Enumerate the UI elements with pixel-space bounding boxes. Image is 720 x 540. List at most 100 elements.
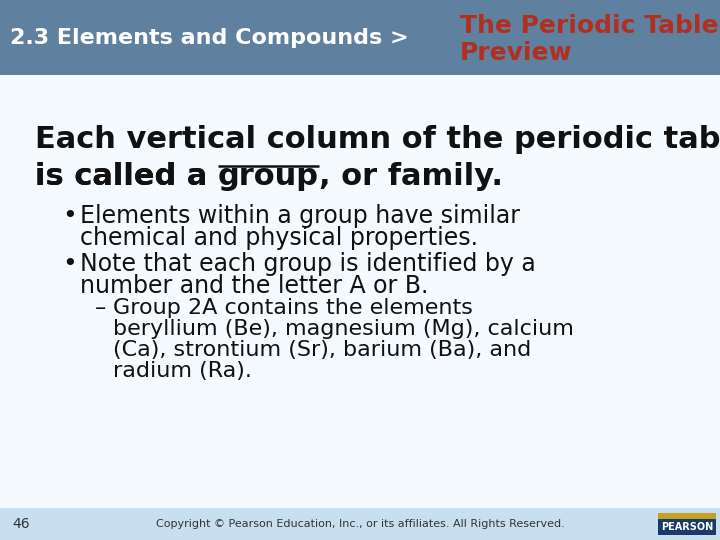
Bar [62,273,90,297]
Bar [0,408,28,432]
Bar [496,381,524,405]
Bar [217,273,245,297]
Bar [0,165,28,189]
Bar [279,84,307,108]
Bar [155,30,183,54]
Bar [403,3,431,27]
Bar [310,138,338,162]
Bar [372,273,400,297]
Bar [310,111,338,135]
Bar [403,84,431,108]
Bar [651,219,679,243]
Bar [248,30,276,54]
Bar [186,354,214,378]
Bar [372,165,400,189]
Text: radium (Ra).: radium (Ra). [113,361,252,381]
Bar [651,327,679,351]
Bar [341,3,369,27]
Bar [372,30,400,54]
Bar [496,84,524,108]
Bar [465,165,493,189]
Text: Note that each group is identified by a: Note that each group is identified by a [80,252,536,276]
Bar [155,3,183,27]
Bar [155,300,183,324]
Bar [682,273,710,297]
Bar [341,138,369,162]
Bar [0,327,28,351]
Bar [527,354,555,378]
Bar [31,246,59,270]
Bar [217,30,245,54]
Bar [558,3,586,27]
Bar [372,381,400,405]
Bar [682,111,710,135]
Bar [496,3,524,27]
Bar [527,3,555,27]
Bar [279,138,307,162]
Bar [713,165,720,189]
Bar [310,192,338,216]
Bar [558,273,586,297]
Bar [465,57,493,81]
Bar [62,57,90,81]
Bar [279,165,307,189]
Bar [217,381,245,405]
Text: PEARSON: PEARSON [661,522,713,532]
Bar [124,30,152,54]
Bar [558,408,586,432]
Bar [589,327,617,351]
Bar [31,84,59,108]
Bar [682,138,710,162]
Bar [217,3,245,27]
Bar [682,219,710,243]
Text: Preview: Preview [460,40,572,64]
Bar [62,219,90,243]
Bar [0,192,28,216]
Bar [620,300,648,324]
Bar [713,273,720,297]
Bar [0,57,28,81]
Bar [527,57,555,81]
Bar [589,219,617,243]
Bar [93,354,121,378]
Bar [620,57,648,81]
Bar [713,408,720,432]
Bar [682,327,710,351]
Bar [217,408,245,432]
Bar [434,192,462,216]
Bar [403,57,431,81]
Bar [620,381,648,405]
Bar [658,513,716,535]
Bar [62,192,90,216]
Bar [217,219,245,243]
Bar [279,57,307,81]
Bar [31,408,59,432]
Bar [434,273,462,297]
Bar [341,246,369,270]
Bar [279,327,307,351]
Bar [682,300,710,324]
Bar [0,84,28,108]
Bar [0,75,720,508]
Bar [465,327,493,351]
Bar [434,354,462,378]
Bar [403,354,431,378]
Bar [713,219,720,243]
Bar [496,192,524,216]
Bar [124,219,152,243]
Bar [372,219,400,243]
Text: (Ca), strontium (Sr), barium (Ba), and: (Ca), strontium (Sr), barium (Ba), and [113,340,531,360]
Bar [558,300,586,324]
Bar [434,30,462,54]
Bar [31,165,59,189]
Bar [341,111,369,135]
Bar [620,354,648,378]
Bar [496,354,524,378]
Bar [589,381,617,405]
Bar [310,3,338,27]
Bar [186,138,214,162]
Bar [124,111,152,135]
Bar [62,354,90,378]
Bar [0,0,720,75]
Bar [403,138,431,162]
